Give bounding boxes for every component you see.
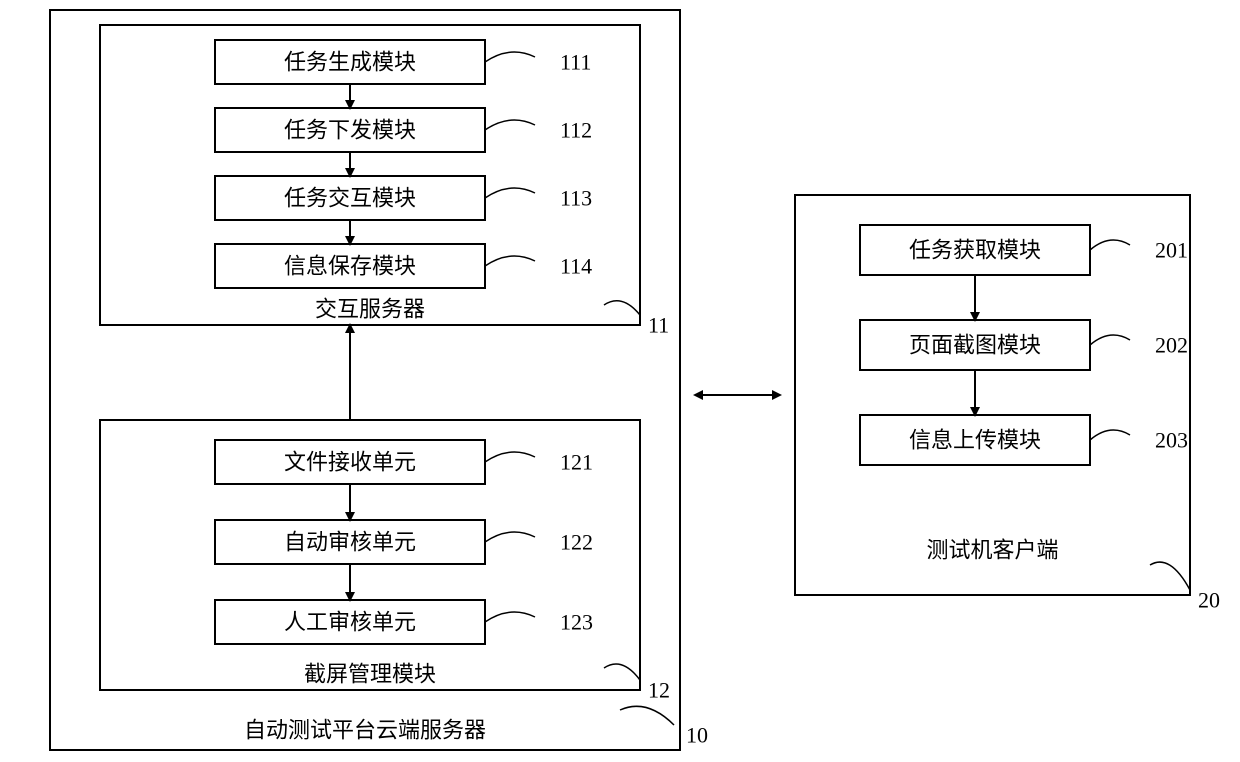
ref-connector <box>1150 562 1190 590</box>
ref-connector <box>485 52 535 62</box>
module-112-label: 任务下发模块 <box>284 118 416 143</box>
module-113-label: 任务交互模块 <box>284 186 416 211</box>
ref-connector <box>604 664 640 680</box>
module-111-label: 任务生成模块 <box>284 50 416 75</box>
interactive-server-caption: 交互服务器 <box>315 297 425 322</box>
ref-112: 112 <box>560 118 592 143</box>
ref-202: 202 <box>1155 333 1188 358</box>
ref-203: 203 <box>1155 428 1188 453</box>
ref-113: 113 <box>560 186 592 211</box>
ref-connector <box>1090 240 1130 250</box>
module-203-label: 信息上传模块 <box>909 428 1041 453</box>
ref-10: 10 <box>686 723 708 748</box>
ref-connector <box>485 612 535 622</box>
screenshot-mgmt-caption: 截屏管理模块 <box>304 662 436 687</box>
ref-connector <box>485 532 535 542</box>
module-114-label: 信息保存模块 <box>284 254 416 279</box>
module-123-label: 人工审核单元 <box>284 610 416 635</box>
tester-client-caption: 测试机客户端 <box>926 538 1058 563</box>
ref-123: 123 <box>560 610 593 635</box>
ref-12: 12 <box>648 678 670 703</box>
module-122-label: 自动审核单元 <box>284 530 416 555</box>
cloud-server-caption: 自动测试平台云端服务器 <box>244 718 486 743</box>
module-202-label: 页面截图模块 <box>909 333 1041 358</box>
module-201-label: 任务获取模块 <box>909 238 1041 263</box>
ref-connector <box>485 188 535 198</box>
ref-connector <box>485 452 535 462</box>
ref-20: 20 <box>1198 588 1220 613</box>
ref-114: 114 <box>560 254 592 279</box>
ref-connector <box>1090 430 1130 440</box>
diagram-layer: 自动测试平台云端服务器 10 交互服务器 11 任务生成模块 111 任务下发模块 112 任务… <box>50 10 1220 750</box>
ref-connector <box>620 706 674 725</box>
ref-122: 122 <box>560 530 593 555</box>
ref-connector <box>1090 335 1130 345</box>
ref-connector <box>485 256 535 266</box>
ref-11: 11 <box>648 313 669 338</box>
diagram-canvas: 自动测试平台云端服务器 10 交互服务器 11 任务生成模块 111 任务下发模块 112 任务… <box>0 0 1240 762</box>
ref-111: 111 <box>560 50 591 75</box>
ref-connector <box>604 301 640 315</box>
ref-201: 201 <box>1155 238 1188 263</box>
ref-connector <box>485 120 535 130</box>
ref-121: 121 <box>560 450 593 475</box>
module-121-label: 文件接收单元 <box>284 450 416 475</box>
